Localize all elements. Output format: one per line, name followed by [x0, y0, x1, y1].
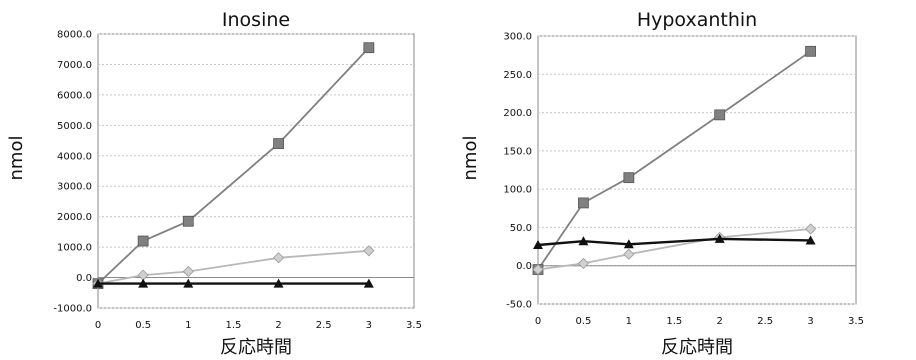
- y-tick-label: -1000.0: [53, 304, 92, 315]
- data-point-diamond: [273, 252, 285, 264]
- data-point-triangle: [138, 278, 149, 288]
- data-point-square: [273, 138, 284, 150]
- chart-hypoxanthin-svg: -50.0 0.0 50.0 100.0 150.0 200.0 250.0 300.0 0 0.…: [460, 9, 864, 358]
- data-point-diamond: [623, 248, 635, 260]
- y-tick-label: 4000.0: [57, 151, 92, 162]
- y-tick-label: 0.0: [516, 261, 532, 272]
- data-point-triangle: [363, 278, 374, 288]
- x-tick-label: 1: [185, 320, 191, 331]
- plot-area: [537, 35, 857, 305]
- y-tick-label: 2000.0: [57, 212, 92, 223]
- y-tick-label: -50.0: [506, 300, 532, 311]
- x-tick-label: 3.5: [848, 316, 864, 327]
- x-tick-label: 3: [807, 316, 813, 327]
- data-point-diamond: [182, 265, 194, 278]
- y-tick-label: 50.0: [510, 223, 532, 234]
- chart-inosine: -1000.0 0.0 1000.0 2000.0 3000.0 4000.0 5000.0…: [6, 9, 422, 358]
- chart-title: Hypoxanthin: [637, 9, 757, 31]
- y-axis-title: nmol: [6, 136, 27, 181]
- data-point-square: [578, 197, 589, 209]
- x-tick-label: 0.5: [575, 316, 591, 327]
- data-point-square: [182, 215, 194, 227]
- data-point-triangle: [183, 278, 194, 288]
- y-tick-label: 7000.0: [57, 60, 92, 71]
- y-tick-label: 3000.0: [57, 182, 92, 193]
- x-tick-label: 0: [95, 320, 101, 331]
- x-tick-label: 1.5: [666, 316, 682, 327]
- x-tick-label: 2: [717, 316, 723, 327]
- y-tick-label: 300.0: [503, 32, 532, 43]
- data-point-diamond: [363, 245, 375, 257]
- data-point-triangle: [578, 236, 589, 246]
- chart-hypoxanthin: -50.0 0.0 50.0 100.0 150.0 200.0 250.0 300.0 0 0.…: [458, 0, 916, 360]
- plot-area: [97, 33, 415, 309]
- data-point-square: [623, 172, 635, 184]
- x-axis-title: 反応時間: [220, 337, 292, 358]
- x-axis-title: 反応時間: [661, 337, 733, 358]
- data-point-diamond: [805, 223, 817, 235]
- data-point-triangle: [533, 240, 543, 250]
- y-tick-label: 6000.0: [57, 90, 92, 101]
- data-point-square: [714, 109, 726, 121]
- x-tick-label: 3.5: [406, 320, 422, 331]
- data-point-square: [363, 42, 375, 54]
- y-tick-label: 200.0: [503, 108, 532, 119]
- x-tick-label: 0.5: [135, 320, 151, 331]
- x-tick-label: 2.5: [316, 320, 332, 331]
- y-tick-label: 100.0: [503, 185, 532, 196]
- data-point-diamond: [577, 257, 589, 269]
- x-tick-label: 0: [535, 316, 541, 327]
- y-tick-label: 250.0: [503, 70, 532, 81]
- x-tick-label: 3: [366, 320, 372, 331]
- y-axis-title: nmol: [460, 136, 481, 181]
- chart-inosine-svg: -1000.0 0.0 1000.0 2000.0 3000.0 4000.0 5000.0…: [6, 9, 422, 358]
- y-tick-label: 0.0: [76, 273, 92, 284]
- data-point-diamond: [532, 263, 544, 276]
- x-tick-label: 2.5: [757, 316, 773, 327]
- data-point-triangle: [714, 233, 725, 243]
- data-point-triangle: [623, 239, 634, 249]
- x-tick-label: 1: [626, 316, 632, 327]
- data-point-square: [805, 45, 816, 57]
- data-point-triangle: [805, 235, 816, 245]
- x-tick-label: 1.5: [225, 320, 241, 331]
- chart-title: Inosine: [222, 9, 290, 31]
- y-tick-label: 1000.0: [57, 243, 92, 254]
- y-tick-label: 8000.0: [57, 30, 92, 41]
- y-tick-label: 150.0: [503, 146, 532, 157]
- data-point-triangle: [273, 278, 284, 288]
- y-tick-label: 5000.0: [57, 121, 92, 132]
- data-point-triangle: [93, 278, 103, 288]
- data-point-square: [137, 235, 149, 247]
- x-tick-label: 2: [275, 320, 281, 331]
